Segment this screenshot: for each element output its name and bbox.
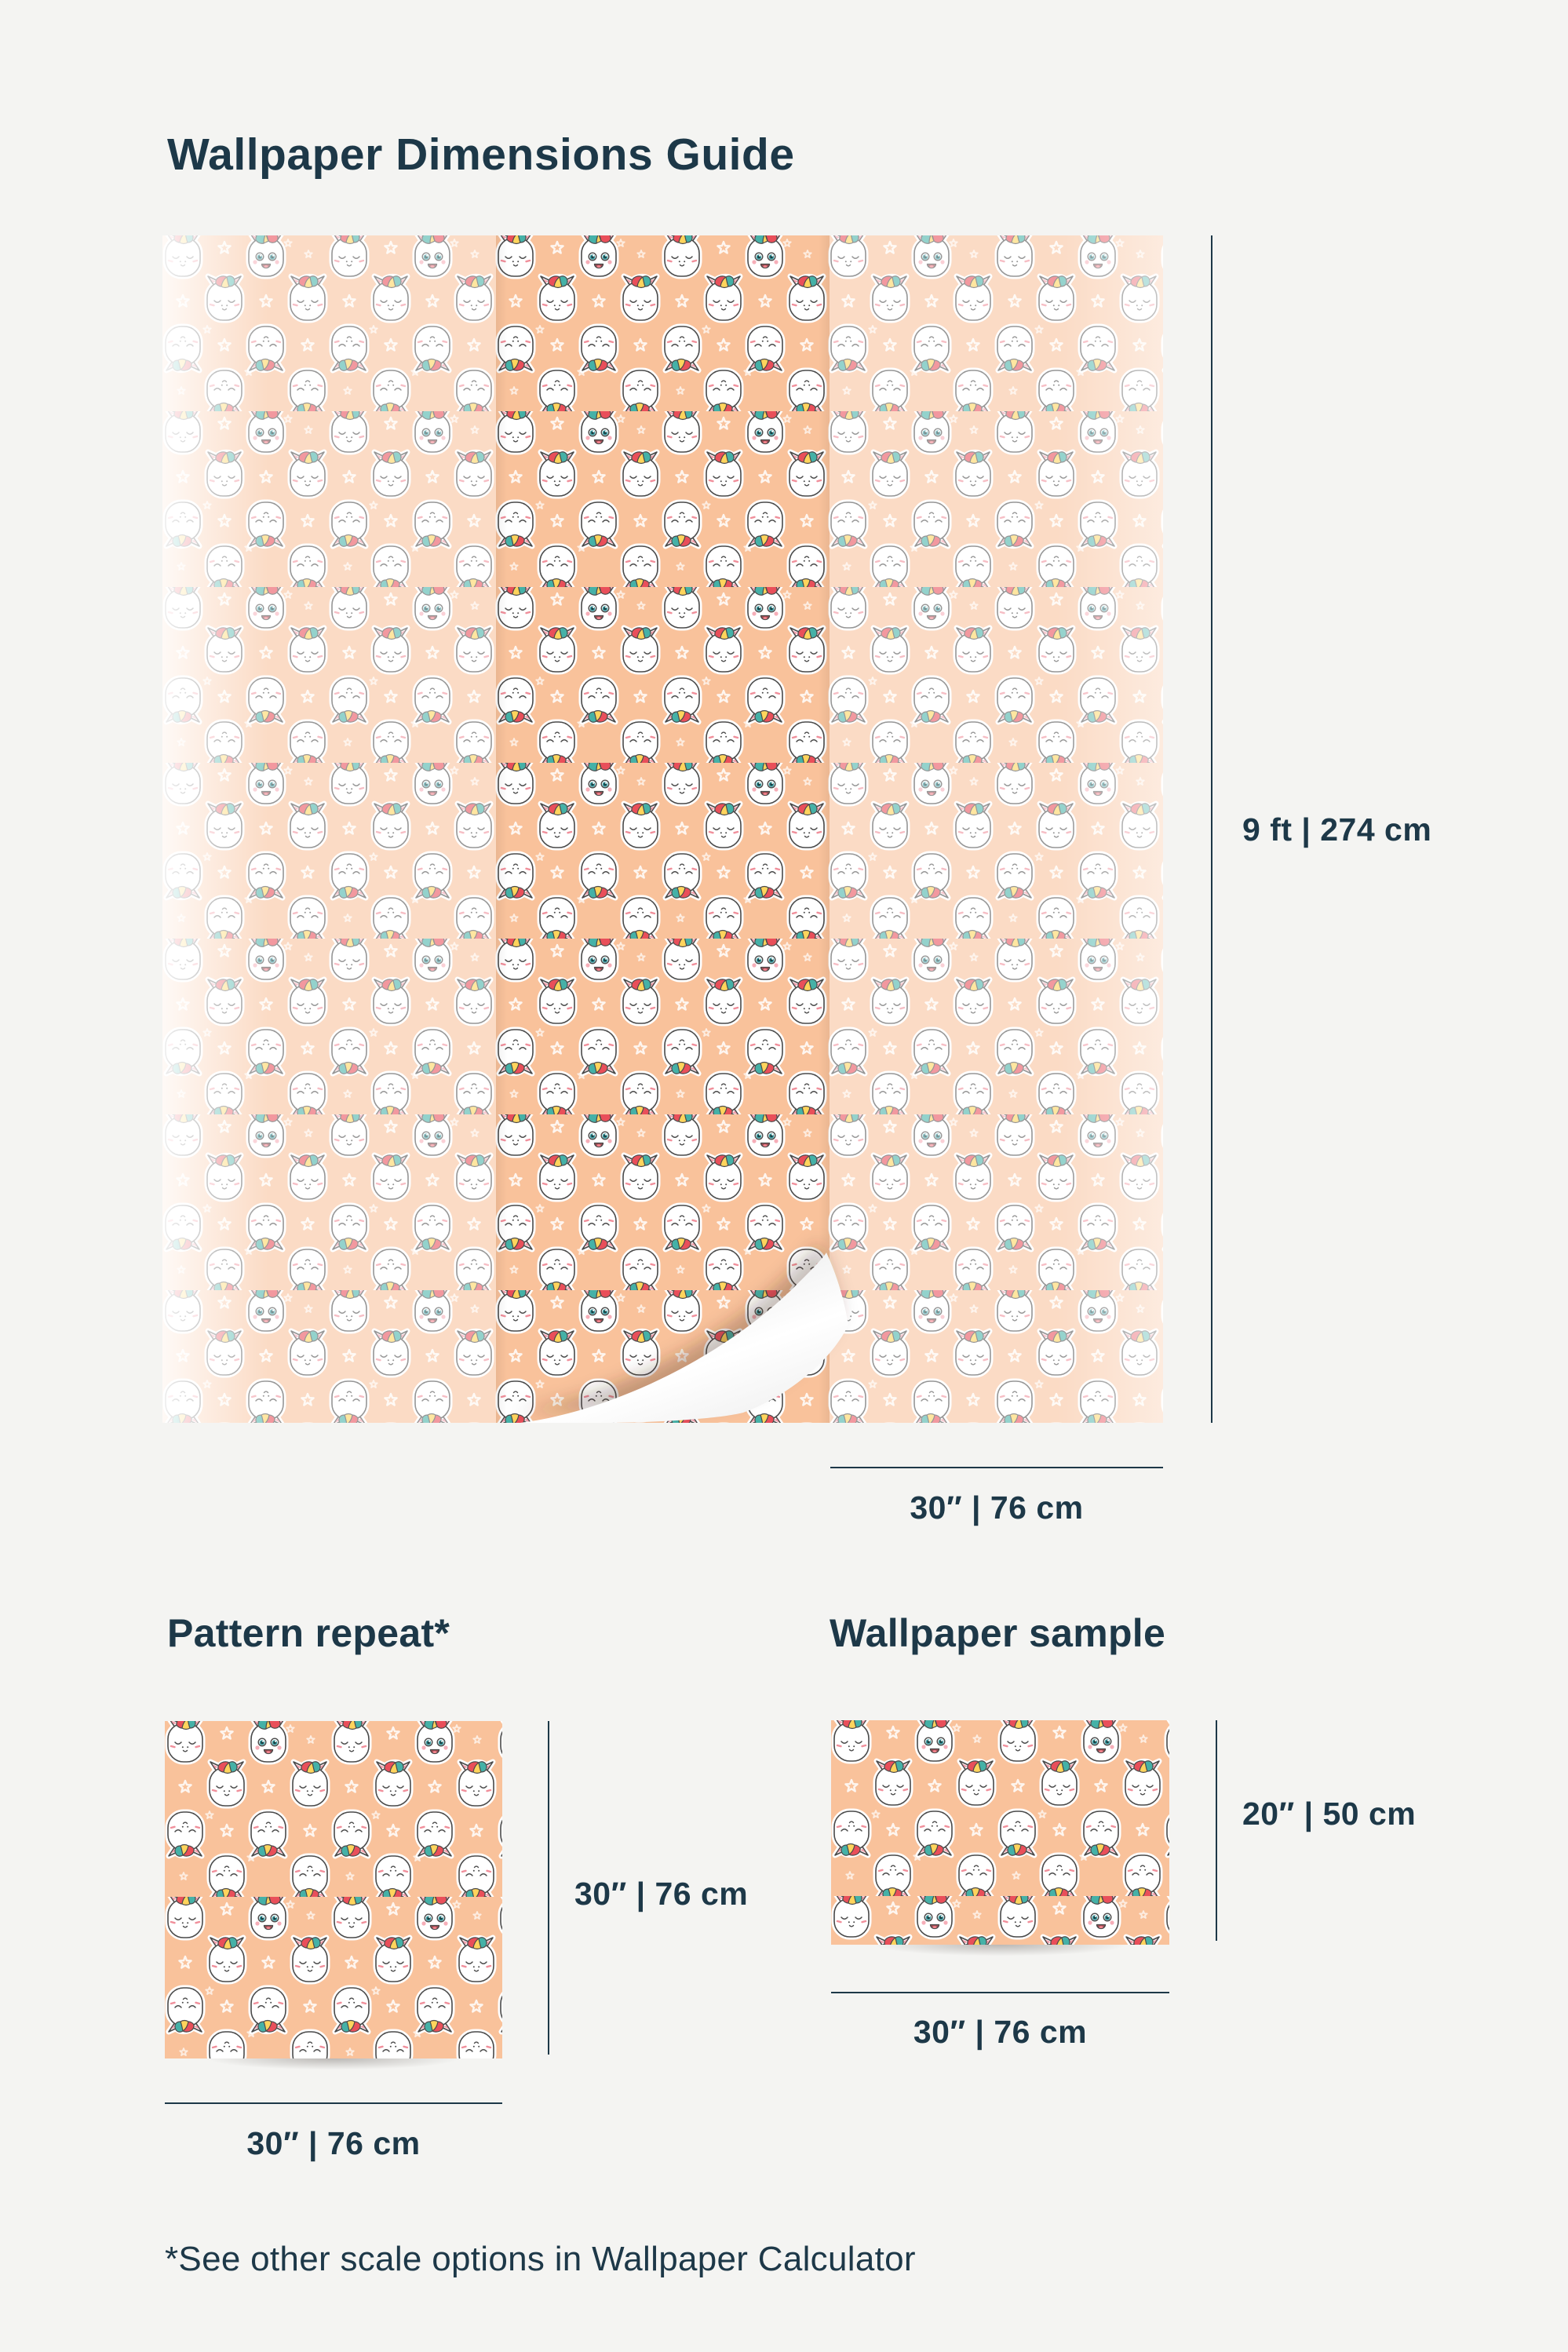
pattern-repeat-swatch: [165, 1721, 502, 2058]
pattern-repeat-width-label: 30″ | 76 cm: [246, 2125, 421, 2161]
pattern-repeat-art: [165, 1721, 502, 2058]
right-edge-highlight: [1057, 235, 1163, 1423]
wallpaper-sample-height-label: 20″ | 50 cm: [1242, 1796, 1417, 1832]
panel-height-label: 9 ft | 274 cm: [1242, 811, 1432, 848]
page-curl: [520, 1253, 848, 1423]
pattern-repeat-height-label: 30″ | 76 cm: [574, 1876, 749, 1912]
strip-seam-right: [819, 235, 830, 1423]
wallpaper-panel-art: [162, 235, 1163, 1423]
wallpaper-sample-art: [831, 1720, 1169, 1945]
wallpaper-strip-center: [162, 235, 1163, 1423]
pattern-repeat-swatch-shadow: [174, 2058, 493, 2074]
wallpaper-sample-height-line: [1216, 1720, 1217, 1941]
panel-width-label: 30″ | 76 cm: [910, 1490, 1084, 1526]
wallpaper-sample-swatch-shadow: [841, 1945, 1160, 1960]
wallpaper-panel: [162, 235, 1163, 1423]
panel-width-dimension-line: [830, 1467, 1163, 1468]
left-edge-highlight: [162, 235, 268, 1423]
wallpaper-sample-width-label: 30″ | 76 cm: [913, 2014, 1088, 2050]
panel-height-dimension-line: [1211, 235, 1212, 1423]
wallpaper-sample-width-line: [831, 1992, 1169, 1993]
strip-seam-left: [496, 235, 507, 1423]
pattern-repeat-width-line: [165, 2102, 502, 2104]
pattern-repeat-height-line: [548, 1721, 549, 2055]
pattern-repeat-heading: Pattern repeat*: [167, 1611, 450, 1655]
wallpaper-sample-heading: Wallpaper sample: [830, 1611, 1166, 1655]
page-title: Wallpaper Dimensions Guide: [167, 129, 795, 180]
footnote: *See other scale options in Wallpaper Ca…: [165, 2240, 916, 2278]
wallpaper-sample-swatch: [831, 1720, 1169, 1945]
